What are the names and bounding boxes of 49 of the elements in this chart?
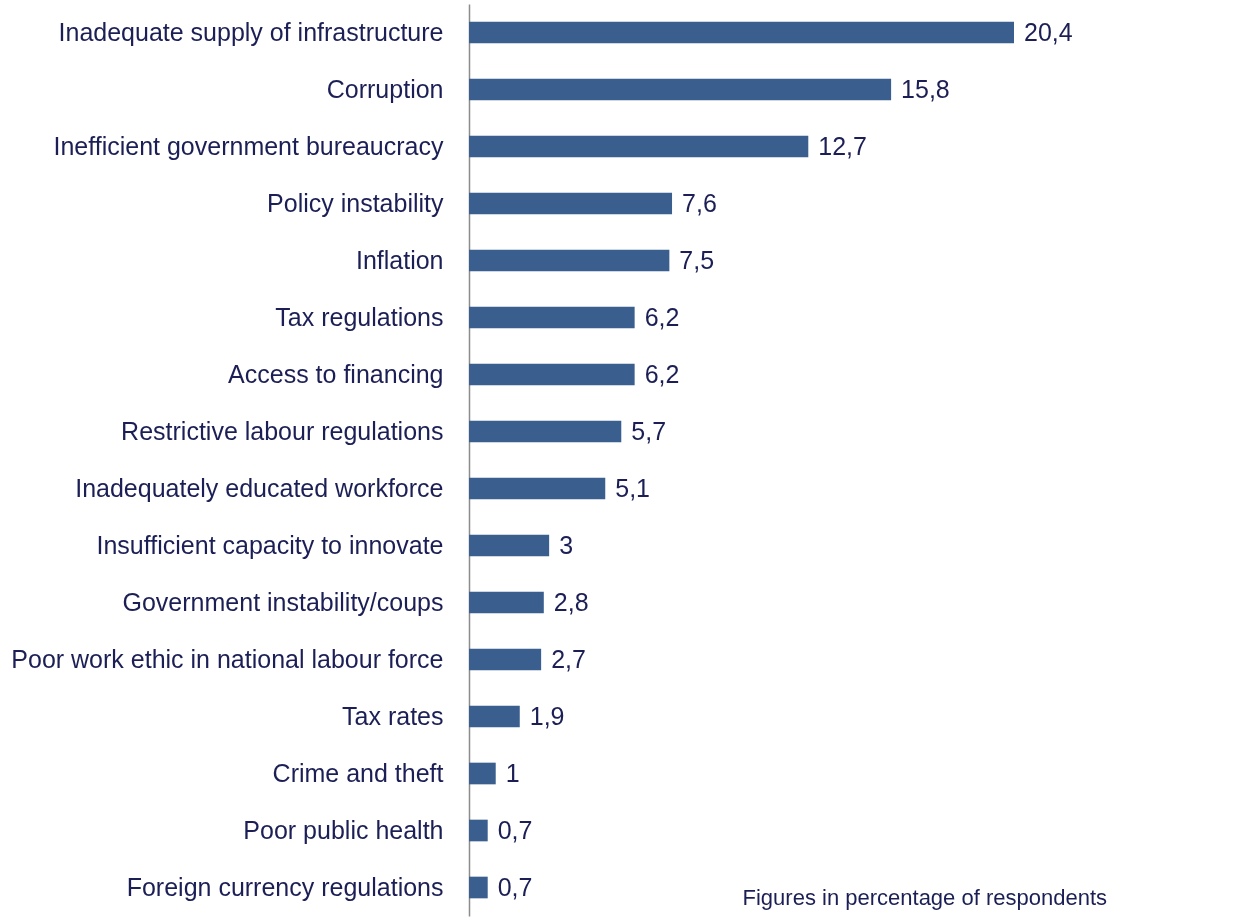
annotation: Figures in percentage of respondents xyxy=(742,885,1107,910)
y-tick-label: Inflation xyxy=(355,245,444,274)
y-tick-label: Restrictive labour regulations xyxy=(121,416,444,445)
y-tick-label: Poor work ethic in national labour force xyxy=(11,644,444,673)
y-tick-label: Policy instability xyxy=(267,188,444,217)
data-label: 2,8 xyxy=(553,587,589,616)
bar xyxy=(469,420,622,443)
bar xyxy=(469,591,544,614)
y-tick-label: Government instability/coups xyxy=(122,587,444,616)
data-label: 15,8 xyxy=(901,74,950,103)
bar xyxy=(469,705,520,728)
bar xyxy=(469,363,635,386)
y-tick-label: Crime and theft xyxy=(272,758,444,787)
bar xyxy=(469,249,670,272)
y-tick-label: Corruption xyxy=(326,74,444,103)
bar xyxy=(469,21,1014,44)
y-tick-label: Tax rates xyxy=(342,701,444,730)
y-tick-label: Foreign currency regulations xyxy=(126,872,444,901)
data-label: 2,7 xyxy=(551,644,586,673)
bar xyxy=(469,534,550,557)
data-label: 7,5 xyxy=(679,245,715,274)
data-label: 1 xyxy=(505,758,520,787)
bar xyxy=(469,876,488,899)
data-label: 6,2 xyxy=(644,359,680,388)
data-label: 5,7 xyxy=(631,416,667,445)
y-tick-label: Tax regulations xyxy=(275,302,444,331)
data-label: 5,1 xyxy=(615,473,651,502)
bar xyxy=(469,192,673,215)
y-tick-label: Insufficient capacity to innovate xyxy=(96,530,444,559)
bar xyxy=(469,135,809,158)
data-label: 6,2 xyxy=(644,302,680,331)
data-label: 0,7 xyxy=(497,815,533,844)
y-tick-label: Inadequately educated workforce xyxy=(75,473,444,502)
bar xyxy=(469,762,496,785)
bar xyxy=(469,306,635,329)
y-tick-label: Access to financing xyxy=(228,359,444,388)
data-label: 7,6 xyxy=(682,188,717,217)
data-label: 20,4 xyxy=(1024,17,1073,46)
y-tick-label: Inefficient government bureaucracy xyxy=(53,131,444,160)
data-label: 0,7 xyxy=(497,872,533,901)
y-tick-label: Inadequate supply of infrastructure xyxy=(58,17,444,46)
y-tick-label: Poor public health xyxy=(243,815,444,844)
bar xyxy=(469,819,488,842)
data-label: 1,9 xyxy=(529,701,565,730)
data-label: 3 xyxy=(559,530,574,559)
bar xyxy=(469,78,892,101)
bar xyxy=(469,477,606,500)
bar xyxy=(469,648,542,671)
data-label: 12,7 xyxy=(818,131,867,160)
